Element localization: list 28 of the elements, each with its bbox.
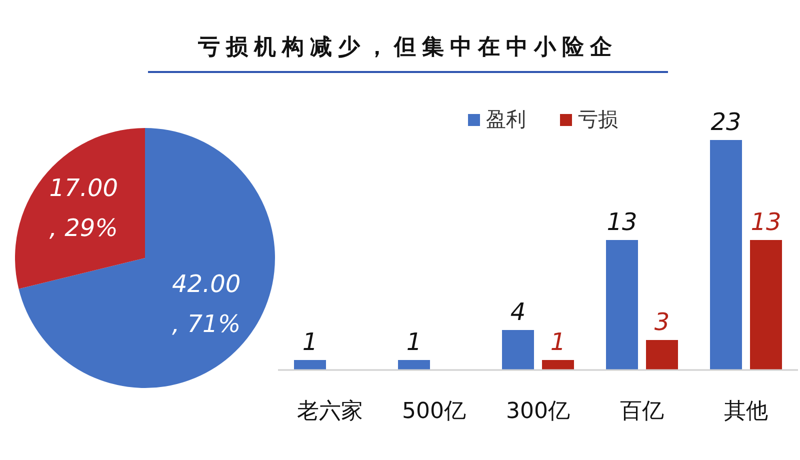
data-label: 3 xyxy=(654,308,670,336)
pie-slice xyxy=(15,128,145,289)
x-tick-label: 300亿 xyxy=(506,399,570,424)
legend-label: 亏损 xyxy=(578,107,618,131)
data-label: 1 xyxy=(302,328,318,356)
data-label: 1 xyxy=(550,328,566,356)
text: 亏损机构减少，但集中在中小险企 xyxy=(197,35,618,60)
data-label: 42.00 , 71% xyxy=(172,270,241,338)
bar xyxy=(750,240,782,370)
x-tick-label: 500亿 xyxy=(402,399,466,424)
bar xyxy=(398,360,430,370)
bar xyxy=(502,330,534,370)
data-label: 13 xyxy=(750,208,782,236)
data-label: 1 xyxy=(406,328,422,356)
pie-slice xyxy=(18,128,275,388)
data-label: 4 xyxy=(510,298,526,326)
bar xyxy=(710,140,742,370)
data-label: 17.00 , 29% xyxy=(49,174,118,242)
bar xyxy=(542,360,574,370)
bar xyxy=(606,240,638,370)
legend-label: 盈利 xyxy=(486,107,526,131)
data-label: 23 xyxy=(710,108,742,136)
bar xyxy=(646,340,678,370)
x-tick-label: 百亿 xyxy=(620,399,664,424)
x-tick-label: 其他 xyxy=(724,399,768,424)
data-label: 13 xyxy=(606,208,638,236)
x-tick-label: 老六家 xyxy=(297,399,363,424)
bar xyxy=(294,360,326,370)
